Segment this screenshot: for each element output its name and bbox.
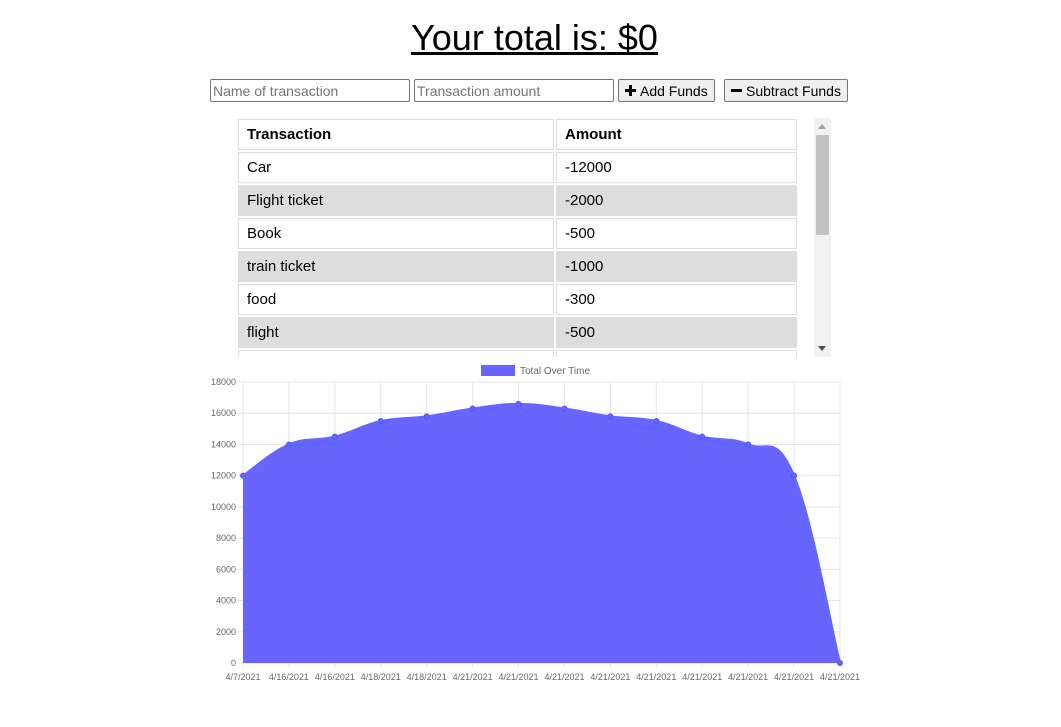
- scroll-up-arrow-icon[interactable]: [818, 124, 826, 129]
- add-funds-button[interactable]: Add Funds: [618, 79, 715, 102]
- transaction-name-cell: flight: [238, 317, 554, 348]
- column-header-transaction: Transaction: [238, 119, 554, 150]
- data-point: [377, 418, 384, 425]
- series-points: [240, 400, 843, 666]
- data-point: [699, 433, 706, 440]
- table-scrollbar[interactable]: [814, 118, 831, 357]
- data-point: [240, 472, 246, 479]
- transaction-amount-cell: -500: [556, 218, 797, 249]
- total-over-time-chart: 0 2000 4000 6000 8000 10000 12000 14000 16000 180…: [211, 365, 860, 682]
- transaction-amount-cell: -1000: [556, 251, 797, 282]
- transaction-amount-cell: [556, 350, 797, 357]
- table-row: Flight ticket -2000: [238, 185, 797, 216]
- data-point: [423, 413, 430, 420]
- y-tick-label: 18000: [211, 377, 236, 387]
- chart-legend: Total Over Time: [481, 365, 590, 377]
- transaction-name-cell: Book: [238, 218, 554, 249]
- transaction-amount-cell: -500: [556, 317, 797, 348]
- total-heading: Your total is: $0: [411, 17, 658, 58]
- y-tick-label: 2000: [216, 627, 236, 637]
- y-tick-label: 12000: [211, 471, 236, 481]
- x-axis: 4/7/2021 4/16/2021 4/16/2021 4/18/2021 4/18/…: [225, 672, 860, 682]
- data-point: [745, 441, 752, 448]
- y-tick-label: 10000: [211, 502, 236, 512]
- transaction-name-cell: food: [238, 284, 554, 315]
- data-point: [653, 418, 660, 425]
- data-point: [837, 660, 843, 666]
- transaction-name-cell: Car: [238, 152, 554, 183]
- plus-icon: [625, 85, 636, 96]
- x-tick-label: 4/21/2021: [590, 672, 630, 682]
- x-tick-label: 4/21/2021: [499, 672, 539, 682]
- data-point: [285, 441, 292, 448]
- subtract-funds-label: Subtract Funds: [746, 82, 841, 99]
- transactions-table: Transaction Amount Car -12000 Flight tic…: [237, 118, 799, 357]
- x-tick-label: 4/21/2021: [636, 672, 676, 682]
- data-point: [331, 433, 338, 440]
- x-tick-label: 4/21/2021: [774, 672, 814, 682]
- x-tick-label: 4/16/2021: [315, 672, 355, 682]
- transaction-amount-cell: -300: [556, 284, 797, 315]
- data-point: [469, 405, 476, 412]
- y-tick-label: 8000: [216, 533, 236, 543]
- x-tick-label: 4/7/2021: [225, 672, 260, 682]
- y-tick-label: 4000: [216, 596, 236, 606]
- x-tick-label: 4/21/2021: [728, 672, 768, 682]
- x-tick-label: 4/21/2021: [682, 672, 722, 682]
- legend-label: Total Over Time: [520, 366, 590, 377]
- table-row: train ticket -1000: [238, 251, 797, 282]
- transaction-amount-cell: -2000: [556, 185, 797, 216]
- add-funds-label: Add Funds: [640, 82, 708, 99]
- transaction-name-cell: Flight ticket: [238, 185, 554, 216]
- y-tick-label: 0: [231, 658, 236, 668]
- transaction-amount-cell: -12000: [556, 152, 797, 183]
- y-tick-label: 6000: [216, 564, 236, 574]
- x-tick-label: 4/21/2021: [453, 672, 493, 682]
- transactions-table-container[interactable]: Transaction Amount Car -12000 Flight tic…: [237, 118, 831, 357]
- y-axis: 0 2000 4000 6000 8000 10000 12000 14000 16000 180…: [211, 377, 236, 668]
- data-point: [791, 472, 798, 479]
- transaction-amount-input[interactable]: [414, 79, 614, 102]
- scrollbar-thumb[interactable]: [816, 135, 829, 235]
- x-tick-label: 4/21/2021: [820, 672, 860, 682]
- data-point: [607, 413, 614, 420]
- table-row: flight -500: [238, 317, 797, 348]
- table-row: Book -500: [238, 218, 797, 249]
- transaction-name-cell: train ticket: [238, 251, 554, 282]
- scroll-down-arrow-icon[interactable]: [818, 346, 826, 351]
- series-area: [243, 403, 840, 663]
- minus-icon: [731, 89, 742, 92]
- data-point: [515, 400, 522, 407]
- data-point: [561, 405, 568, 412]
- table-row: food -300: [238, 284, 797, 315]
- x-tick-label: 4/18/2021: [407, 672, 447, 682]
- y-tick-label: 14000: [211, 439, 236, 449]
- legend-swatch: [481, 365, 515, 376]
- x-tick-label: 4/21/2021: [544, 672, 584, 682]
- x-tick-label: 4/18/2021: [361, 672, 401, 682]
- transaction-name-cell: [238, 350, 554, 357]
- subtract-funds-button[interactable]: Subtract Funds: [724, 79, 848, 102]
- transaction-name-input[interactable]: [210, 79, 410, 102]
- table-row: Car -12000: [238, 152, 797, 183]
- column-header-amount: Amount: [556, 119, 797, 150]
- table-row: [238, 350, 797, 357]
- y-tick-label: 16000: [211, 408, 236, 418]
- x-tick-label: 4/16/2021: [269, 672, 309, 682]
